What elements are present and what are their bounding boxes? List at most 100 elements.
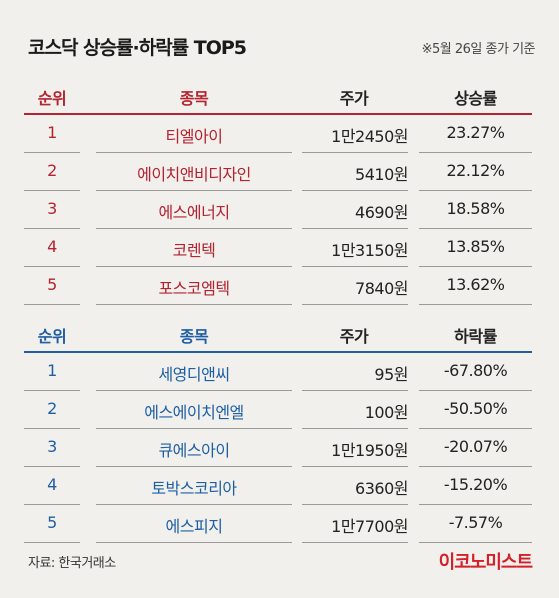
stock-name-cell: 에스피지 [165,517,223,536]
rate-cell: -50.50% [443,399,508,418]
stock-name-cell: 에스에이치엔엘 [144,403,244,422]
fall-header-rank: 순위 [37,327,67,346]
chart-title: 코스닥 상승률·하락률 TOP5 [28,37,247,59]
row-divider [302,466,408,467]
row-divider [96,152,292,153]
price-cell: 4690원 [355,203,408,222]
row-divider [24,190,80,191]
price-cell: 5410원 [355,165,408,184]
fall-table-row: 1 세영디앤씨 95원 -67.80% [24,353,532,391]
rate-cell: 18.58% [446,199,505,218]
row-divider [302,390,408,391]
price-cell: 95원 [374,365,408,384]
rise-header-rate: 상승률 [454,89,497,108]
rate-cell: 13.85% [446,237,505,256]
row-divider [96,466,292,467]
rise-table-row: 1 티엘아이 1만2450원 23.27% [24,115,532,153]
rate-cell: -7.57% [448,513,503,532]
row-divider [24,266,80,267]
stock-name-cell: 티엘아이 [165,127,223,146]
row-divider [302,228,408,229]
price-cell: 1만1950원 [331,441,408,460]
row-divider [419,228,532,229]
fall-rows: 1 세영디앤씨 95원 -67.80% 2 에스에이치엔엘 100원 -50.50% 3 큐에스아… [24,353,532,543]
row-divider [24,152,80,153]
rate-cell: -67.80% [443,361,508,380]
row-divider [302,504,408,505]
row-divider [419,504,532,505]
row-divider [24,304,80,305]
row-divider [96,542,292,543]
stock-name-cell: 에이치앤비디자인 [137,165,251,184]
rate-cell: -20.07% [443,437,508,456]
rise-table-header: 순위 종목 주가 상승률 [24,80,532,115]
rise-header-rank: 순위 [37,89,67,108]
fall-header-stock: 종목 [179,327,209,346]
row-divider [96,228,292,229]
stock-name-cell: 토박스코리아 [151,479,237,498]
rise-header-stock: 종목 [179,89,209,108]
rise-table-row: 2 에이치앤비디자인 5410원 22.12% [24,153,532,191]
row-divider [96,390,292,391]
rate-cell: 23.27% [446,123,505,142]
price-cell: 6360원 [355,479,408,498]
fall-table-row: 2 에스에이치엔엘 100원 -50.50% [24,391,532,429]
row-divider [419,266,532,267]
rank-cell: 3 [47,437,57,456]
price-cell: 100원 [364,403,409,422]
row-divider [96,304,292,305]
fall-table-row: 4 토박스코리아 6360원 -15.20% [24,467,532,505]
row-divider [419,542,532,543]
fall-header-rate: 하락률 [454,327,497,346]
fall-table: 순위 종목 주가 하락률 1 세영디앤씨 95원 -67.80% 2 에스에이치엔엘 100… [24,318,532,543]
row-divider [96,504,292,505]
row-divider [302,428,408,429]
price-cell: 1만3150원 [331,241,408,260]
row-divider [419,428,532,429]
row-divider [302,152,408,153]
row-divider [24,390,80,391]
row-divider [419,390,532,391]
stock-name-cell: 큐에스아이 [158,441,230,460]
row-divider [302,266,408,267]
row-divider [24,504,80,505]
row-divider [419,466,532,467]
row-divider [24,228,80,229]
row-divider [419,190,532,191]
publisher-logo: 이코노미스트 [438,552,533,573]
price-cell: 1만7700원 [331,517,408,536]
row-divider [24,428,80,429]
rate-cell: 13.62% [446,275,505,294]
rank-cell: 1 [47,361,57,380]
rise-header-price: 주가 [339,89,369,108]
source-note: 자료: 한국거래소 [28,556,116,571]
rate-cell: 22.12% [446,161,505,180]
stock-name-cell: 코렌텍 [172,241,216,260]
fall-table-row: 3 큐에스아이 1만1950원 -20.07% [24,429,532,467]
rate-cell: -15.20% [443,475,508,494]
price-cell: 7840원 [355,279,408,298]
fall-table-row: 5 에스피지 1만7700원 -7.57% [24,505,532,543]
row-divider [24,542,80,543]
rank-cell: 2 [47,399,57,418]
row-divider [302,190,408,191]
row-divider [419,152,532,153]
fall-header-price: 주가 [339,327,369,346]
row-divider [302,304,408,305]
row-divider [96,190,292,191]
rank-cell: 3 [47,199,57,218]
row-divider [419,304,532,305]
rank-cell: 1 [47,123,57,142]
rise-rows: 1 티엘아이 1만2450원 23.27% 2 에이치앤비디자인 5410원 22.12% 3 에… [24,115,532,305]
row-divider [24,466,80,467]
row-divider [96,428,292,429]
fall-table-header: 순위 종목 주가 하락률 [24,318,532,353]
rank-cell: 2 [47,161,57,180]
rise-table-row: 3 에스에너지 4690원 18.58% [24,191,532,229]
rank-cell: 5 [47,513,57,532]
rank-cell: 5 [47,275,57,294]
stock-name-cell: 세영디앤씨 [158,365,230,384]
stock-name-cell: 포스코엠텍 [158,279,230,298]
price-cell: 1만2450원 [331,127,408,146]
rise-table-row: 4 코렌텍 1만3150원 13.85% [24,229,532,267]
